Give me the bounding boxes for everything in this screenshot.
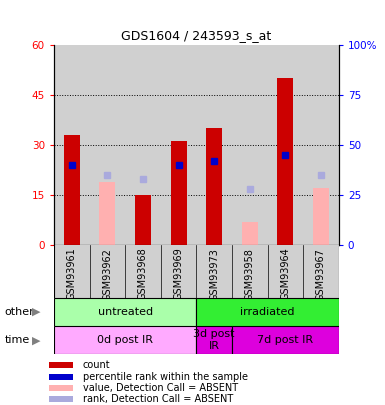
Text: GSM93962: GSM93962 [102,247,112,301]
Bar [54,298,196,326]
Bar [303,245,339,298]
Text: GSM93968: GSM93968 [138,247,148,301]
Text: value, Detection Call = ABSENT: value, Detection Call = ABSENT [82,383,238,393]
Bar [171,141,187,245]
Bar [268,45,303,245]
Title: GDS1604 / 243593_s_at: GDS1604 / 243593_s_at [121,29,271,42]
Text: ▶: ▶ [32,307,41,317]
Bar [54,326,196,354]
Text: rank, Detection Call = ABSENT: rank, Detection Call = ABSENT [82,394,233,404]
Bar [54,45,90,245]
Bar [54,245,90,298]
Bar [125,245,161,298]
Text: 7d post IR: 7d post IR [257,335,313,345]
Bar [125,45,161,245]
Bar [268,245,303,298]
Bar [303,45,339,245]
Text: GSM93969: GSM93969 [174,247,184,301]
Bar [161,245,196,298]
Text: GSM93961: GSM93961 [67,247,77,301]
Bar [90,245,125,298]
Bar [232,245,268,298]
Bar [196,326,232,354]
Text: percentile rank within the sample: percentile rank within the sample [82,372,248,382]
Bar [277,78,293,245]
Bar [196,245,232,298]
Bar [90,45,125,245]
Bar [64,135,80,245]
Bar [49,374,73,380]
Bar [242,222,258,245]
Bar [232,45,268,245]
Bar [49,385,73,391]
Bar [49,396,73,402]
Bar [49,362,73,368]
Text: GSM93967: GSM93967 [316,247,326,301]
Bar [196,298,339,326]
Bar [99,181,116,245]
Bar [232,326,339,354]
Text: irradiated: irradiated [240,307,295,317]
Bar [313,188,329,245]
Text: time: time [5,335,30,345]
Text: untreated: untreated [97,307,153,317]
Text: 3d post
IR: 3d post IR [193,329,235,351]
Bar [206,128,222,245]
Bar [161,45,196,245]
Text: other: other [5,307,34,317]
Text: count: count [82,360,110,370]
Text: 0d post IR: 0d post IR [97,335,153,345]
Text: ▶: ▶ [32,335,41,345]
Text: GSM93958: GSM93958 [245,247,255,301]
Text: GSM93973: GSM93973 [209,247,219,301]
Bar [196,45,232,245]
Bar [135,195,151,245]
Text: GSM93964: GSM93964 [280,247,290,301]
